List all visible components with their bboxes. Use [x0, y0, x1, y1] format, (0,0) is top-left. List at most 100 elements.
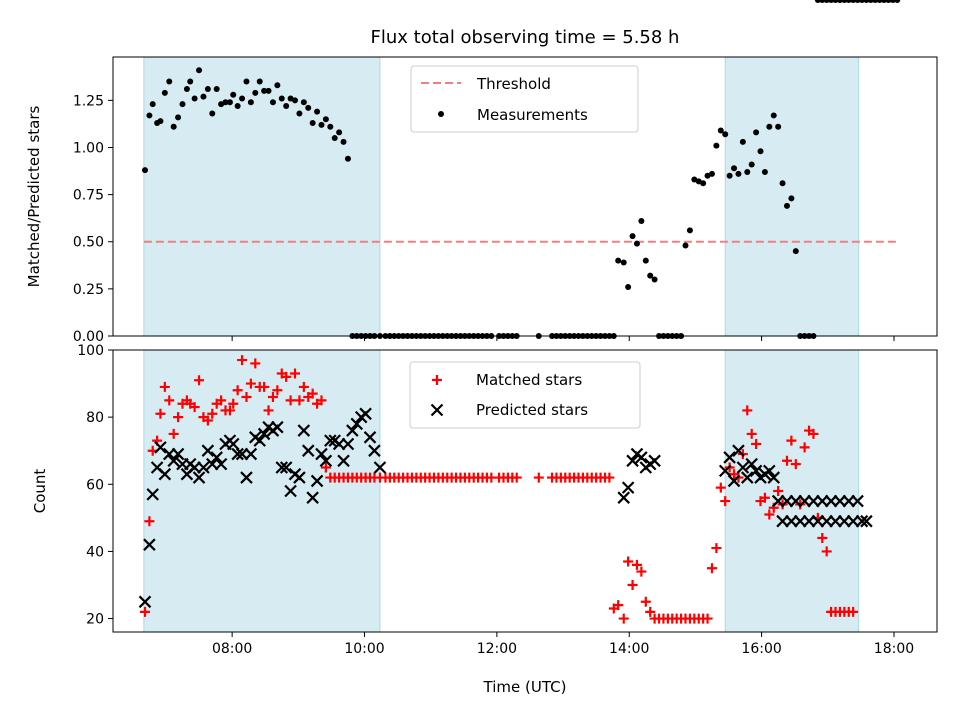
predicted-point	[214, 457, 228, 471]
measurement-point	[327, 123, 334, 130]
measurement-point	[166, 78, 173, 85]
x-tick-label: 16:00	[741, 641, 781, 657]
predicted-point	[271, 420, 284, 434]
matched-point	[715, 482, 726, 493]
measurement-point	[889, 0, 896, 3]
measurement-point	[274, 82, 281, 89]
predicted-point	[635, 451, 648, 464]
measurement-point	[625, 283, 632, 290]
matched-point	[746, 428, 757, 439]
predicted-point	[226, 437, 240, 451]
matched-point	[781, 455, 792, 466]
y-tick-label: 0.50	[73, 235, 104, 251]
measurement-point	[314, 108, 321, 115]
measurement-point	[175, 114, 182, 121]
matched-point	[216, 395, 227, 406]
legend-matched-label: Matched stars	[476, 371, 582, 389]
predicted-point	[319, 454, 333, 468]
measurement-point	[735, 170, 742, 177]
y-axis-label: Matched/Predicted stars	[25, 106, 43, 288]
predicted-point	[154, 441, 167, 454]
predicted-point	[767, 471, 781, 484]
measurement-point	[209, 110, 216, 117]
measurement-point	[863, 0, 870, 3]
predicted-point	[293, 471, 306, 484]
measurement-point	[722, 131, 729, 138]
measurement-point	[748, 161, 755, 168]
measurement-point	[814, 0, 821, 3]
measurement-point	[309, 119, 316, 126]
predicted-point	[855, 514, 869, 528]
x-tick-label: 10:00	[344, 641, 384, 657]
measurement-point	[854, 0, 861, 3]
matched-point	[224, 405, 235, 416]
matched-point	[290, 368, 301, 379]
measurement-point	[739, 138, 746, 145]
figure-title: Flux total observing time = 5.58 h	[371, 27, 680, 48]
predicted-point	[197, 461, 210, 474]
matched-point	[189, 402, 200, 413]
measurement-point	[783, 202, 790, 209]
matched-point	[636, 566, 647, 577]
measurement-point	[265, 87, 272, 94]
predicted-point	[368, 444, 381, 457]
measurement-point	[226, 99, 233, 106]
predicted-point	[240, 471, 253, 484]
measurement-point	[146, 112, 153, 119]
predicted-point	[315, 447, 328, 461]
predicted-point	[167, 454, 180, 468]
matched-point	[228, 398, 239, 409]
matched-point	[799, 442, 810, 453]
measurement-point	[247, 99, 254, 106]
matched-point	[773, 486, 784, 496]
matched-point	[533, 472, 544, 483]
measurement-point	[179, 101, 186, 108]
matched-point	[159, 381, 170, 392]
y-axis-label: Count	[31, 469, 49, 514]
y-tick-label: 100	[77, 343, 104, 359]
predicted-point	[138, 595, 152, 609]
measurement-point	[731, 165, 738, 172]
x-tick-label: 08:00	[212, 641, 252, 657]
predicted-point	[253, 434, 266, 447]
matched-point	[272, 385, 283, 396]
matched-point	[706, 563, 717, 574]
matched-point	[285, 395, 296, 406]
predicted-point	[192, 471, 206, 484]
predicted-point	[279, 461, 293, 474]
legend-box	[409, 361, 641, 429]
measurement-point	[213, 86, 220, 93]
predicted-point	[297, 424, 311, 437]
measurement-point	[322, 116, 329, 123]
matched-point	[645, 606, 656, 617]
measurement-point	[828, 0, 835, 3]
matched-point	[250, 358, 261, 369]
matched-point	[194, 375, 205, 386]
measurement-point	[832, 0, 839, 3]
matched-point	[259, 381, 270, 392]
measurement-point	[620, 259, 627, 266]
matched-point	[139, 606, 150, 617]
measurement-point	[300, 99, 307, 106]
measurement-point	[629, 233, 636, 240]
matched-point	[316, 395, 327, 406]
matched-point	[245, 378, 256, 389]
measurement-point	[239, 95, 246, 102]
matched-point	[281, 371, 292, 382]
predicted-point	[244, 447, 258, 461]
predicted-point	[301, 444, 315, 457]
measurement-point	[726, 172, 733, 179]
x-tick-label: 12:00	[477, 641, 517, 657]
predicted-point	[210, 451, 223, 464]
matched-point	[168, 428, 179, 439]
measurement-point	[779, 180, 786, 187]
predicted-point	[146, 488, 159, 501]
x-tick-label: 14:00	[609, 641, 649, 657]
measurement-point	[682, 242, 689, 249]
matched-point	[618, 613, 629, 624]
measurement-point	[283, 103, 290, 110]
predicted-point	[346, 424, 359, 437]
y-tick-label: 0.75	[73, 188, 104, 204]
matched-point	[202, 415, 213, 426]
measurement-point	[642, 257, 649, 264]
